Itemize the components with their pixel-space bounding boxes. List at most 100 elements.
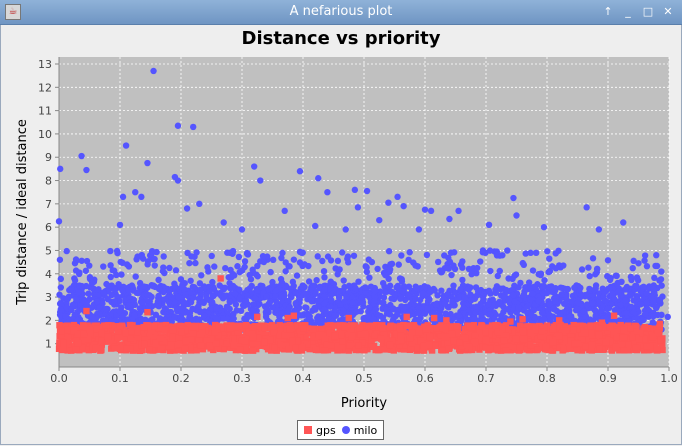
milo-point [182,291,189,298]
gps-point [163,343,171,350]
gps-point [597,338,605,345]
milo-point [88,279,96,287]
gps-point [453,328,460,335]
milo-point [500,294,507,301]
pin-icon[interactable]: ↑ [603,5,613,18]
milo-point [449,298,456,306]
gps-point [355,342,362,349]
gps-point [617,341,624,348]
milo-point [122,142,130,149]
milo-point [504,305,511,313]
gps-point [194,331,202,338]
milo-point [359,299,367,306]
milo-point [139,299,146,306]
milo-point [102,305,110,313]
milo-point [340,307,347,314]
milo-point [398,278,406,285]
gps-point [546,336,553,343]
milo-point [509,275,516,283]
gps-point [182,326,189,334]
milo-point [82,267,90,275]
milo-point [237,307,245,315]
milo-point [381,288,389,295]
gps-point [407,345,415,352]
gps-point [391,341,398,348]
milo-point [336,266,343,273]
gps-point [119,334,127,341]
milo-point [520,292,527,299]
milo-point [394,193,401,201]
milo-point [183,205,191,212]
milo-point [160,253,167,260]
gps-point [578,330,586,337]
gps-point [315,331,322,339]
milo-point [546,255,553,262]
milo-point [457,317,464,325]
milo-point [515,304,522,311]
milo-point [386,310,393,317]
milo-point [263,306,271,313]
milo-point [63,295,71,302]
gps-point [297,333,304,341]
java-app-icon: ☕ [5,4,21,20]
milo-point [229,284,236,291]
milo-point [586,285,593,293]
close-icon[interactable]: ✕ [663,5,673,18]
milo-point [494,272,501,280]
gps-point [492,323,499,330]
milo-point [455,207,462,215]
milo-point [161,305,169,312]
gps-point [282,342,290,349]
gps-point [348,326,356,333]
milo-point [174,177,182,184]
milo-point [132,188,139,196]
milo-point [103,280,110,288]
gps-point [475,331,482,338]
milo-point [354,204,362,211]
gps-point [579,336,586,343]
milo-point [604,257,612,264]
milo-point [446,258,454,266]
milo-point [467,297,475,304]
gps-point [482,344,490,351]
milo-point [630,257,637,265]
y-tick-label: 6 [45,221,52,234]
gps-point [624,346,631,354]
milo-point [421,283,428,290]
window-title-bar[interactable]: ☕ A nefarious plot ↑ _ □ ✕ [0,0,682,25]
milo-point [650,298,657,305]
milo-point [316,284,323,292]
gps-point [486,328,493,335]
gps-point [375,325,383,333]
gps-point [431,333,438,340]
milo-point [574,299,582,307]
milo-point [211,263,218,270]
milo-point [113,271,120,279]
gps-point [386,323,394,331]
gps-point [426,333,434,341]
gps-point [637,329,644,337]
milo-point [461,294,468,302]
minimize-icon[interactable]: _ [625,5,631,18]
milo-point [362,284,369,291]
milo-point [115,280,122,288]
milo-point [238,226,246,233]
milo-point [477,258,484,265]
gps-point [266,336,274,344]
milo-point [444,291,451,298]
milo-point [286,303,293,311]
gps-point [374,345,381,353]
milo-point [562,318,570,325]
gps-point [109,335,116,342]
milo-point [150,67,157,75]
milo-point [371,297,378,305]
milo-point [269,256,277,264]
milo-point [485,221,493,229]
milo-point [604,305,612,312]
milo-point [511,298,519,305]
milo-point [312,222,319,230]
gps-point [502,322,510,329]
gps-point [324,322,331,329]
milo-point [78,282,85,290]
maximize-icon[interactable]: □ [642,5,654,18]
